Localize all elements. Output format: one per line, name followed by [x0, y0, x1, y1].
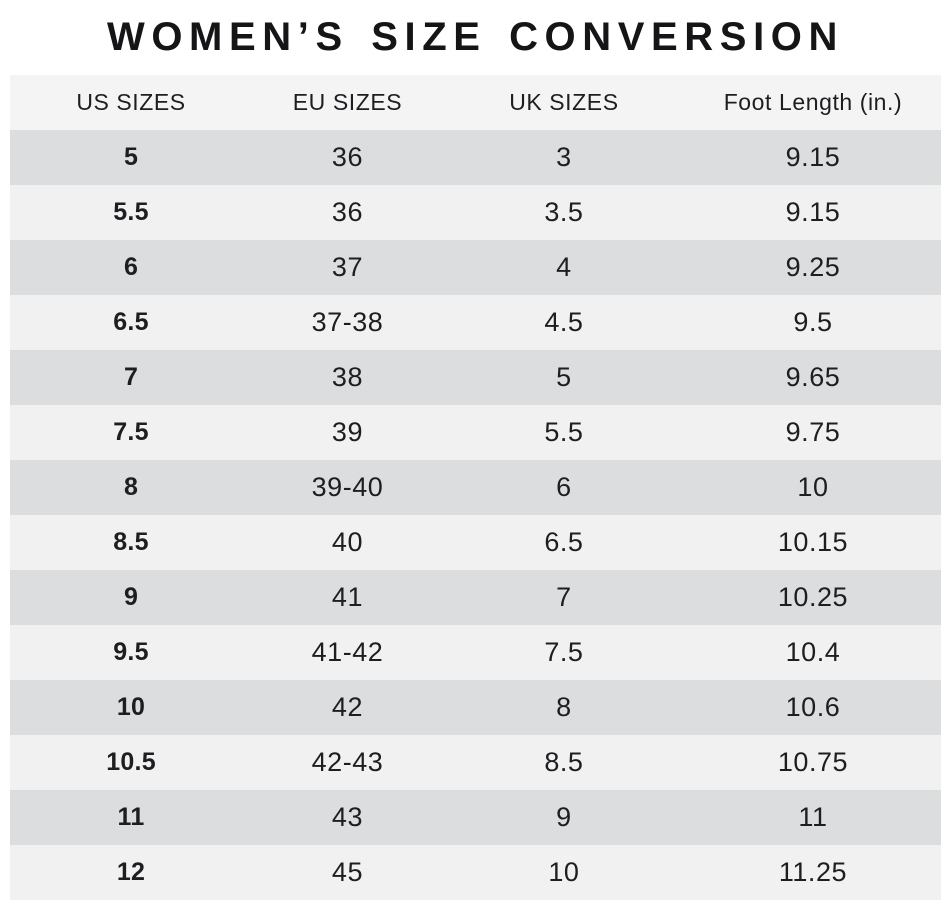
cell-us: 8.5	[10, 515, 253, 570]
cell-eu: 37-38	[252, 295, 443, 350]
cell-eu: 39-40	[252, 460, 443, 515]
cell-foot-length: 10.75	[684, 735, 941, 790]
table-row: 9.5 41-42 7.5 10.4	[10, 625, 941, 680]
cell-us: 5	[10, 130, 253, 185]
cell-uk: 7	[442, 570, 685, 625]
cell-foot-length: 9.65	[684, 350, 941, 405]
cell-eu: 37	[252, 240, 443, 295]
table-row: 11 43 9 11	[10, 790, 941, 845]
cell-eu: 42	[252, 680, 443, 735]
column-header-uk-sizes: UK SIZES	[442, 75, 685, 130]
cell-foot-length: 9.15	[684, 185, 941, 240]
cell-us: 12	[10, 845, 253, 900]
cell-uk: 6.5	[442, 515, 685, 570]
cell-uk: 8	[442, 680, 685, 735]
cell-us: 7	[10, 350, 253, 405]
cell-uk: 4.5	[442, 295, 685, 350]
cell-eu: 39	[252, 405, 443, 460]
table-row: 6 37 4 9.25	[10, 240, 941, 295]
table-row: 7 38 5 9.65	[10, 350, 941, 405]
cell-foot-length: 11	[684, 790, 941, 845]
cell-us: 9.5	[10, 625, 253, 680]
cell-foot-length: 9.75	[684, 405, 941, 460]
cell-foot-length: 10.25	[684, 570, 941, 625]
table-row: 7.5 39 5.5 9.75	[10, 405, 941, 460]
table-row: 9 41 7 10.25	[10, 570, 941, 625]
cell-uk: 10	[442, 845, 685, 900]
cell-foot-length: 10	[684, 460, 941, 515]
cell-foot-length: 11.25	[684, 845, 941, 900]
cell-eu: 43	[252, 790, 443, 845]
cell-eu: 41-42	[252, 625, 443, 680]
cell-us: 6	[10, 240, 253, 295]
cell-us: 7.5	[10, 405, 253, 460]
table-row: 5 36 3 9.15	[10, 130, 941, 185]
table-row: 10.5 42-43 8.5 10.75	[10, 735, 941, 790]
size-conversion-table: US SIZES EU SIZES UK SIZES Foot Length (…	[10, 75, 941, 900]
cell-us: 6.5	[10, 295, 253, 350]
cell-us: 11	[10, 790, 253, 845]
cell-foot-length: 10.15	[684, 515, 941, 570]
column-header-us-sizes: US SIZES	[10, 75, 253, 130]
cell-us: 10.5	[10, 735, 253, 790]
cell-uk: 5.5	[442, 405, 685, 460]
cell-us: 10	[10, 680, 253, 735]
cell-eu: 45	[252, 845, 443, 900]
cell-foot-length: 10.4	[684, 625, 941, 680]
cell-eu: 36	[252, 185, 443, 240]
cell-uk: 8.5	[442, 735, 685, 790]
cell-uk: 4	[442, 240, 685, 295]
cell-foot-length: 9.25	[684, 240, 941, 295]
page-title: WOMEN’S SIZE CONVERSION	[106, 15, 844, 59]
cell-eu: 36	[252, 130, 443, 185]
cell-eu: 38	[252, 350, 443, 405]
cell-uk: 7.5	[442, 625, 685, 680]
cell-us: 9	[10, 570, 253, 625]
table-row: 6.5 37-38 4.5 9.5	[10, 295, 941, 350]
cell-foot-length: 9.15	[684, 130, 941, 185]
table-row: 12 45 10 11.25	[10, 845, 941, 900]
cell-foot-length: 10.6	[684, 680, 941, 735]
table-body: 5 36 3 9.15 5.5 36 3.5 9.15 6 37 4 9.25 6.5 37-38 4.5 9…	[10, 130, 941, 900]
table-row: 8.5 40 6.5 10.15	[10, 515, 941, 570]
table-row: 10 42 8 10.6	[10, 680, 941, 735]
cell-foot-length: 9.5	[684, 295, 941, 350]
table-row: 8 39-40 6 10	[10, 460, 941, 515]
cell-eu: 42-43	[252, 735, 443, 790]
cell-uk: 5	[442, 350, 685, 405]
cell-uk: 3	[442, 130, 685, 185]
cell-uk: 3.5	[442, 185, 685, 240]
column-header-eu-sizes: EU SIZES	[252, 75, 443, 130]
cell-eu: 41	[252, 570, 443, 625]
cell-us: 5.5	[10, 185, 253, 240]
table-row: 5.5 36 3.5 9.15	[10, 185, 941, 240]
cell-eu: 40	[252, 515, 443, 570]
cell-uk: 9	[442, 790, 685, 845]
column-header-foot-length: Foot Length (in.)	[684, 75, 941, 130]
cell-uk: 6	[442, 460, 685, 515]
cell-us: 8	[10, 460, 253, 515]
table-header-row: US SIZES EU SIZES UK SIZES Foot Length (…	[10, 75, 941, 130]
